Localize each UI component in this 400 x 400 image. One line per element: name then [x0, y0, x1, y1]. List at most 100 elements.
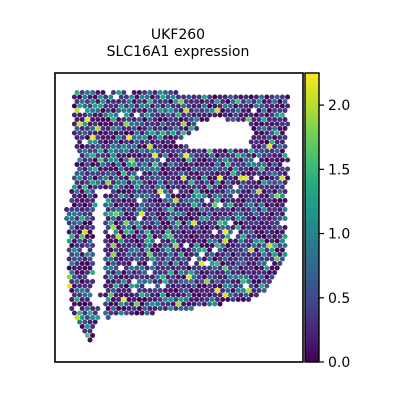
expression-spot	[272, 252, 278, 257]
expression-spot	[160, 121, 166, 127]
expression-spot	[227, 211, 233, 217]
expression-spot	[266, 243, 272, 248]
expression-spot	[77, 283, 83, 289]
expression-spot	[69, 279, 75, 284]
expression-spot	[129, 175, 135, 181]
expression-spot	[87, 148, 93, 154]
expression-spot	[186, 175, 192, 181]
expression-spot	[209, 288, 215, 293]
expression-spot	[204, 297, 210, 302]
expression-spot	[181, 157, 187, 163]
expression-spot	[191, 175, 197, 181]
expression-spot	[131, 153, 137, 158]
expression-spot	[204, 207, 210, 212]
expression-spot	[233, 175, 239, 181]
expression-spot	[162, 270, 168, 275]
expression-spot	[272, 144, 278, 149]
expression-spot	[64, 207, 70, 212]
expression-spot	[191, 148, 197, 154]
expression-spot	[222, 265, 228, 271]
expression-spot	[97, 103, 103, 109]
expression-spot	[168, 207, 174, 212]
expression-spot	[90, 189, 96, 194]
expression-spot	[240, 162, 246, 167]
expression-spot	[144, 193, 150, 199]
expression-spot	[74, 288, 80, 293]
expression-spot	[227, 265, 233, 271]
expression-spot	[272, 99, 278, 104]
expression-spot	[116, 288, 122, 293]
expression-spot	[186, 301, 192, 307]
expression-spot	[264, 175, 270, 181]
expression-spot	[136, 279, 142, 284]
expression-spot	[175, 130, 181, 136]
expression-spot	[129, 229, 135, 235]
expression-spot	[116, 216, 122, 221]
expression-spot	[225, 261, 231, 266]
expression-spot	[272, 108, 278, 113]
expression-spot	[92, 130, 98, 136]
expression-spot	[147, 117, 153, 122]
expression-spot	[84, 279, 90, 284]
expression-spot	[188, 225, 194, 230]
expression-spot	[246, 297, 252, 302]
expression-spot	[256, 225, 262, 230]
expression-spot	[97, 94, 103, 100]
expression-spot	[121, 171, 127, 176]
expression-spot	[222, 193, 228, 199]
expression-spot	[222, 274, 228, 280]
expression-spot	[243, 157, 249, 163]
expression-spot	[95, 117, 101, 122]
expression-spot	[79, 117, 85, 122]
expression-spot	[240, 171, 246, 176]
expression-spot	[152, 243, 158, 248]
expression-spot	[139, 256, 145, 262]
expression-spot	[84, 225, 90, 230]
expression-spot	[279, 157, 285, 163]
expression-spot	[207, 274, 213, 280]
expression-spot	[217, 184, 223, 190]
expression-spot	[147, 243, 153, 248]
expression-spot	[168, 225, 174, 230]
expression-spot	[110, 234, 116, 239]
expression-spot	[121, 252, 127, 257]
expression-spot	[235, 234, 241, 239]
expression-spot	[110, 243, 116, 248]
expression-spot	[186, 247, 192, 253]
expression-spot	[90, 117, 96, 122]
expression-spot	[199, 243, 205, 248]
expression-spot	[261, 99, 267, 104]
expression-spot	[253, 283, 259, 289]
expression-spot	[170, 139, 176, 145]
expression-spot	[84, 207, 90, 212]
expression-spot	[264, 103, 270, 109]
expression-spot	[259, 256, 265, 262]
expression-spot	[259, 121, 265, 127]
expression-spot	[274, 175, 280, 181]
expression-spot	[259, 130, 265, 136]
expression-spot	[108, 265, 114, 271]
expression-spot	[186, 265, 192, 271]
expression-spot	[66, 256, 72, 262]
expression-spot	[92, 202, 98, 208]
expression-spot	[214, 243, 220, 248]
expression-spot	[274, 247, 280, 253]
expression-spot	[251, 243, 257, 248]
expression-spot	[235, 117, 241, 122]
expression-spot	[238, 166, 244, 172]
expression-spot	[204, 288, 210, 293]
expression-spot	[139, 175, 145, 181]
expression-spot	[181, 274, 187, 280]
expression-spot	[149, 130, 155, 136]
expression-spot	[123, 274, 129, 280]
expression-spot	[225, 153, 231, 158]
expression-spot	[108, 148, 114, 154]
expression-spot	[92, 121, 98, 127]
expression-spot	[103, 301, 109, 307]
expression-spot	[201, 94, 207, 100]
expression-spot	[253, 139, 259, 145]
expression-spot	[253, 202, 259, 208]
expression-spot	[207, 292, 213, 298]
expression-spot	[74, 189, 80, 194]
expression-spot	[248, 211, 254, 217]
